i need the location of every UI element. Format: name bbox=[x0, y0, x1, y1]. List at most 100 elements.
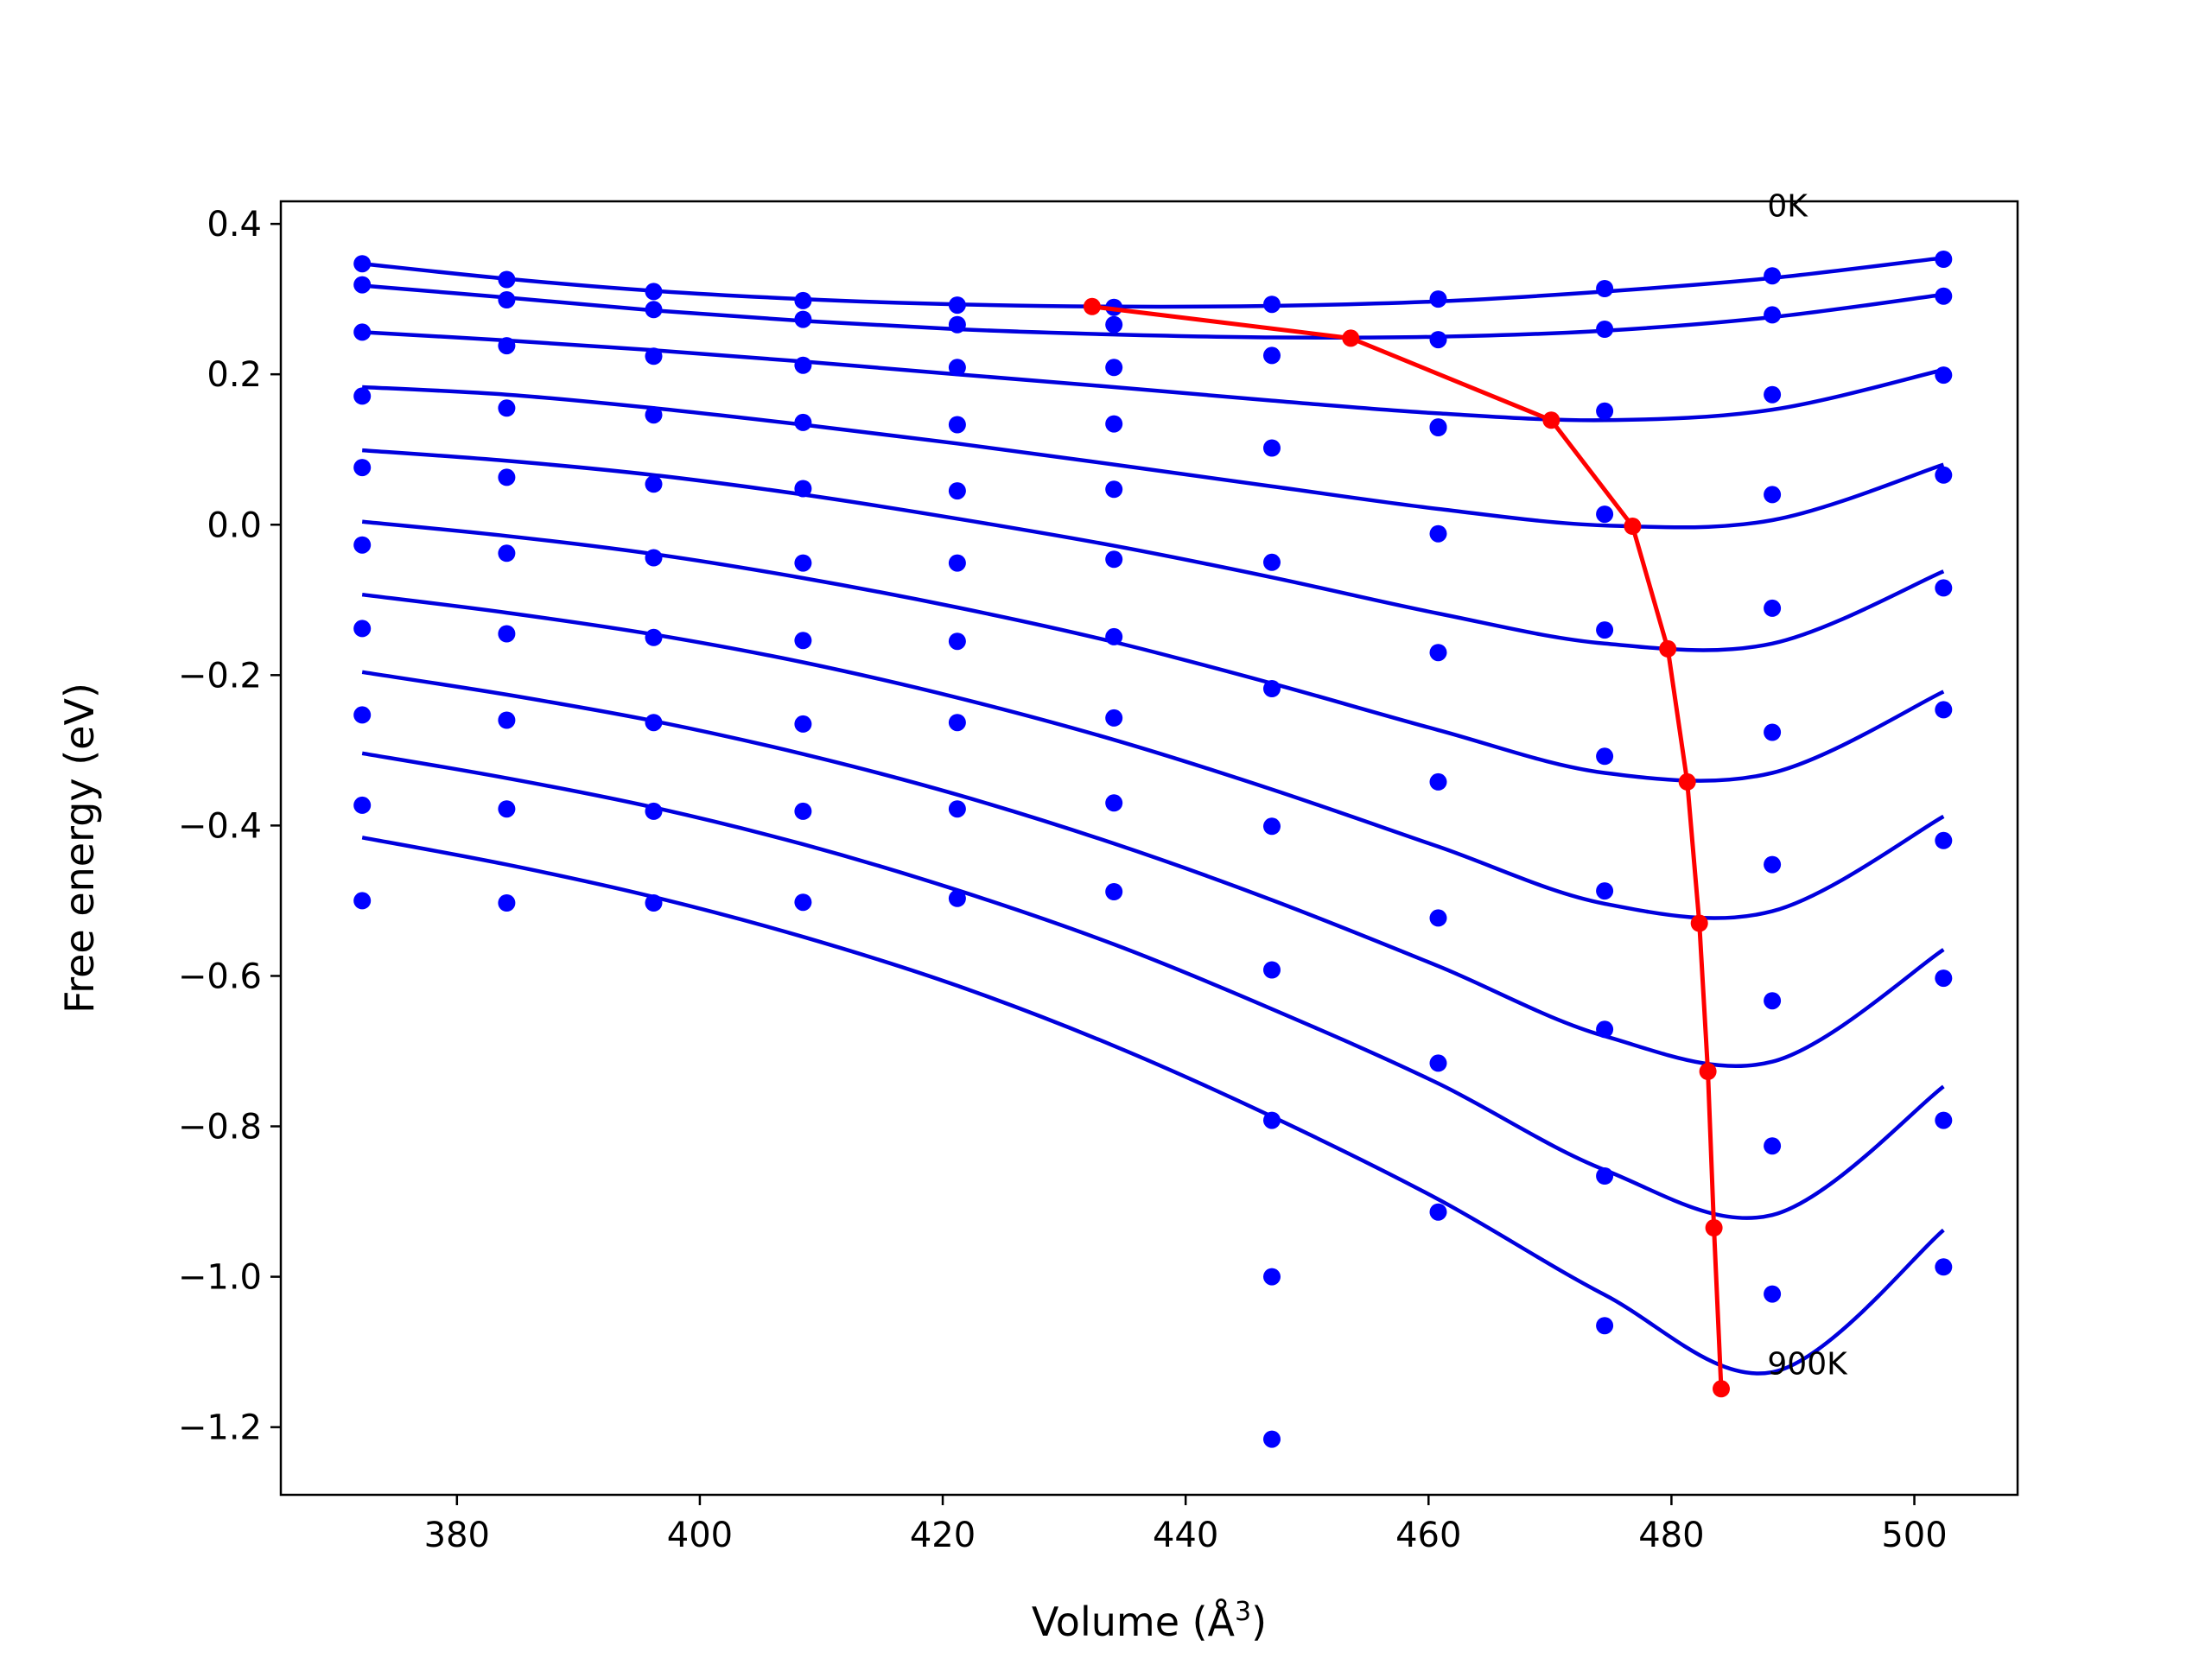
data-point bbox=[1429, 290, 1447, 308]
minimum-point bbox=[1699, 1063, 1717, 1080]
y-tick-label: 0.2 bbox=[207, 355, 262, 395]
data-point bbox=[1935, 831, 1953, 849]
data-point bbox=[1764, 1137, 1782, 1155]
data-point bbox=[1764, 267, 1782, 285]
data-point bbox=[948, 359, 966, 377]
data-point bbox=[353, 536, 372, 554]
data-point bbox=[1596, 882, 1614, 900]
data-point bbox=[498, 544, 516, 563]
annotation-label: 0K bbox=[1767, 188, 1808, 224]
y-tick-label: −0.4 bbox=[178, 806, 262, 846]
data-point bbox=[1764, 992, 1782, 1010]
data-point bbox=[353, 459, 372, 477]
data-point bbox=[645, 549, 663, 567]
data-point bbox=[1596, 321, 1614, 338]
minimum-point bbox=[1083, 297, 1101, 315]
data-point bbox=[498, 337, 516, 355]
data-point bbox=[1596, 1167, 1614, 1185]
y-tick-label: −0.8 bbox=[178, 1108, 262, 1147]
data-point bbox=[1764, 1285, 1782, 1303]
data-point bbox=[948, 554, 966, 572]
data-point bbox=[353, 276, 372, 294]
data-point bbox=[645, 802, 663, 820]
data-point bbox=[794, 413, 812, 431]
data-point bbox=[498, 894, 516, 912]
x-axis-label: Volume (Å3) bbox=[1032, 1597, 1267, 1645]
y-tick-label: −0.6 bbox=[178, 957, 262, 996]
fit-curves bbox=[361, 256, 1945, 1376]
data-point bbox=[498, 270, 516, 289]
annotation-label: 900K bbox=[1767, 1347, 1848, 1382]
fit-curve-9 bbox=[361, 836, 1945, 1376]
minimum-point bbox=[1542, 411, 1560, 429]
data-point bbox=[1263, 817, 1281, 836]
data-point bbox=[645, 475, 663, 493]
data-point bbox=[1105, 359, 1123, 377]
data-point bbox=[1764, 599, 1782, 617]
data-point bbox=[498, 468, 516, 486]
data-point bbox=[1105, 883, 1123, 900]
minimum-point bbox=[1713, 1380, 1730, 1398]
y-tick-label: −1.0 bbox=[178, 1258, 262, 1298]
data-point bbox=[1263, 1268, 1281, 1286]
data-point bbox=[794, 291, 812, 309]
plot-frame bbox=[279, 200, 2019, 1497]
data-point bbox=[1596, 1020, 1614, 1039]
data-point bbox=[1105, 550, 1123, 569]
data-point bbox=[353, 255, 372, 273]
data-point bbox=[1263, 961, 1281, 979]
data-point bbox=[948, 416, 966, 434]
y-tick-label: −1.2 bbox=[178, 1408, 262, 1448]
data-point bbox=[645, 714, 663, 732]
data-point bbox=[353, 620, 372, 638]
fit-curve-6 bbox=[361, 592, 1945, 920]
y-axis-ticks: 0.4 0.2 0.0 −0.2 −0.4 −0.6 −0.8 −1.0 −1.2 bbox=[178, 205, 281, 1448]
data-point bbox=[794, 554, 812, 572]
data-point bbox=[353, 706, 372, 724]
y-tick-label: 0.4 bbox=[207, 205, 262, 245]
data-points bbox=[353, 251, 1953, 1448]
data-point bbox=[353, 892, 372, 910]
data-point bbox=[1764, 723, 1782, 741]
data-point bbox=[353, 387, 372, 405]
minimum-path bbox=[1083, 297, 1730, 1398]
data-point bbox=[1596, 505, 1614, 524]
data-point bbox=[794, 715, 812, 733]
data-point bbox=[645, 301, 663, 319]
fit-curve-2 bbox=[362, 330, 1944, 423]
data-point bbox=[794, 310, 812, 328]
data-point bbox=[948, 714, 966, 732]
data-point bbox=[1935, 251, 1953, 268]
data-point bbox=[794, 480, 812, 498]
annotations: 0K 900K bbox=[1767, 188, 1848, 1382]
minimum-point bbox=[1342, 329, 1360, 347]
data-point bbox=[1764, 855, 1782, 874]
fit-curve-8 bbox=[361, 751, 1945, 1220]
minimum-point bbox=[1659, 639, 1677, 658]
data-point bbox=[1263, 346, 1281, 365]
data-point bbox=[1596, 1317, 1614, 1335]
fit-curve-5 bbox=[361, 519, 1945, 783]
data-point bbox=[1596, 747, 1614, 766]
data-point bbox=[1263, 1111, 1281, 1129]
x-axis-ticks: 380 400 420 440 460 480 500 bbox=[424, 1495, 1948, 1555]
data-point bbox=[1429, 644, 1447, 662]
data-point bbox=[948, 632, 966, 651]
data-point bbox=[1935, 1111, 1953, 1129]
data-point bbox=[498, 800, 516, 818]
data-point bbox=[1596, 402, 1614, 420]
x-tick-label: 420 bbox=[910, 1516, 976, 1555]
data-point bbox=[794, 356, 812, 374]
data-point bbox=[498, 625, 516, 643]
data-point bbox=[645, 283, 663, 301]
data-point bbox=[1263, 1430, 1281, 1448]
data-point bbox=[645, 406, 663, 424]
data-point bbox=[1105, 415, 1123, 433]
y-tick-label: 0.0 bbox=[207, 505, 262, 545]
minimum-point bbox=[1678, 772, 1696, 791]
fit-curve-1 bbox=[362, 283, 1944, 340]
x-tick-label: 500 bbox=[1881, 1516, 1947, 1555]
data-point bbox=[948, 889, 966, 907]
data-point bbox=[948, 315, 966, 334]
plot-area bbox=[281, 201, 2018, 1495]
